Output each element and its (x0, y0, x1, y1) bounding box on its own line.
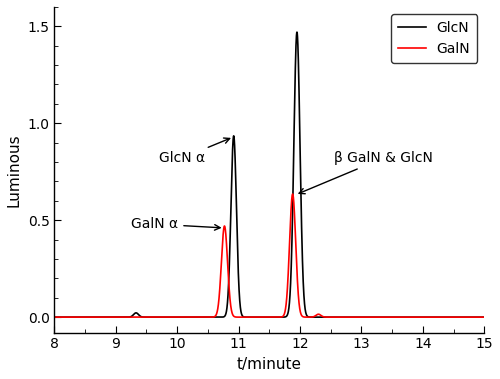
GlcN (328, 315, 334, 319)
GalN (52, 315, 58, 319)
GlcN (254, 315, 260, 319)
GlcN (158, 315, 164, 319)
GalN (254, 315, 260, 319)
GlcN (412, 315, 418, 319)
GalN (290, 192, 296, 196)
Text: GalN α: GalN α (131, 217, 220, 231)
GalN (481, 315, 487, 319)
GlcN (359, 315, 365, 319)
GalN (158, 315, 164, 319)
GlcN (52, 315, 58, 319)
GalN (328, 315, 334, 319)
GlcN (294, 30, 300, 34)
Text: GlcN α: GlcN α (159, 138, 230, 165)
GalN (454, 315, 460, 319)
Line: GalN: GalN (54, 194, 484, 317)
GlcN (312, 315, 318, 319)
Y-axis label: Luminous: Luminous (7, 133, 22, 207)
Line: GlcN: GlcN (54, 32, 484, 317)
GlcN (454, 315, 460, 319)
Text: β GalN & GlcN: β GalN & GlcN (299, 151, 432, 194)
GalN (359, 315, 365, 319)
GalN (312, 314, 318, 319)
Legend: GlcN, GalN: GlcN, GalN (391, 14, 478, 63)
GlcN (481, 315, 487, 319)
X-axis label: t/minute: t/minute (237, 357, 302, 372)
